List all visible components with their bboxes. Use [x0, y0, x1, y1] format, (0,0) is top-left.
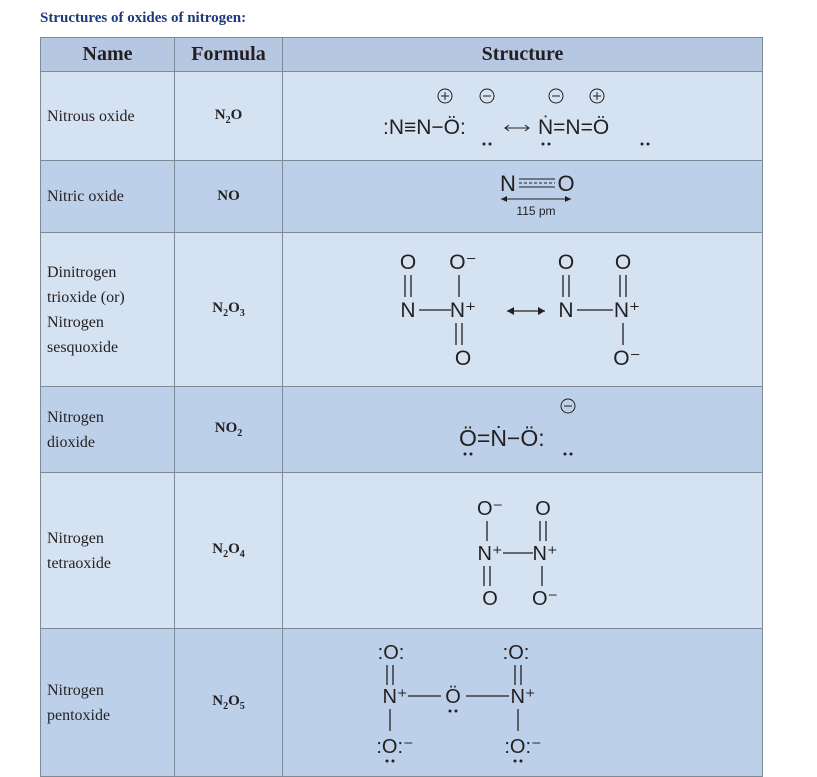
header-structure: Structure	[282, 37, 763, 72]
svg-text:N⁺: N⁺	[450, 299, 476, 322]
oxide-name: Nitrogen pentoxide	[40, 628, 175, 777]
structure-dinitrogen-trioxide: O N O⁻ N⁺ O O N O N⁺ O⁻	[282, 232, 763, 387]
oxides-table: Name Formula Structure Nitrous oxide N2O…	[40, 37, 763, 777]
oxide-formula: N2O5	[174, 628, 283, 777]
svg-text::N≡N−Ö:: :N≡N−Ö:	[383, 116, 466, 139]
svg-text:N⁺: N⁺	[614, 299, 640, 322]
structure-nitrogen-tetraoxide: O⁻ O N⁺ N⁺ O O⁻	[282, 472, 763, 629]
svg-text:N: N	[400, 299, 415, 322]
table-row: Nitrogen pentoxide N2O5 :O: :O: N⁺ Ö N⁺ …	[40, 628, 763, 777]
n2o4-diagram: O⁻ O N⁺ N⁺ O O⁻	[477, 498, 558, 610]
no2-diagram: Ö=Ṅ−Ö:	[459, 398, 576, 456]
table-row: Nitric oxide NO N O 115 pm	[40, 160, 763, 233]
table-row: Dinitrogen trioxide (or) Nitrogen sesquo…	[40, 232, 763, 387]
svg-text:O⁻: O⁻	[477, 498, 503, 520]
oxide-formula: NO2	[174, 386, 283, 473]
header-name: Name	[40, 37, 175, 72]
svg-text:N: N	[558, 299, 573, 322]
structure-nitrogen-dioxide: Ö=Ṅ−Ö:	[282, 386, 763, 473]
structure-nitrous-oxide: :N≡N−Ö: Ṅ=N=Ö	[282, 71, 763, 161]
svg-text:O⁻: O⁻	[532, 588, 558, 610]
n2o-resonance-diagram: :N≡N−Ö: Ṅ=N=Ö	[383, 88, 650, 146]
svg-text::O:: :O:	[378, 642, 405, 664]
table-row: Nitrogen tetraoxide N2O4 O⁻ O N⁺ N⁺ O O⁻	[40, 472, 763, 629]
structure-nitric-oxide: N O 115 pm	[282, 160, 763, 233]
svg-text:Ö=Ṅ−Ö:: Ö=Ṅ−Ö:	[459, 425, 545, 451]
oxide-formula: N2O3	[174, 232, 283, 387]
svg-text:O⁻: O⁻	[449, 251, 476, 274]
svg-text:O: O	[535, 498, 551, 520]
svg-text:O: O	[455, 347, 471, 370]
svg-text::O:: :O:	[503, 642, 530, 664]
n2o5-diagram: :O: :O: N⁺ Ö N⁺ :O:⁻ :O:⁻	[376, 642, 542, 763]
svg-text:Ṅ=N=Ö: Ṅ=N=Ö	[538, 116, 609, 139]
svg-text::O:⁻: :O:⁻	[376, 736, 413, 758]
table-row: Nitrous oxide N2O :N≡N−Ö: Ṅ=N=Ö	[40, 71, 763, 161]
oxide-name: Dinitrogen trioxide (or) Nitrogen sesquo…	[40, 232, 175, 387]
svg-text:Ö: Ö	[445, 686, 461, 708]
page-heading: Structures of oxides of nitrogen:	[40, 10, 247, 26]
svg-text:N: N	[500, 171, 516, 196]
n2o3-resonance-diagram: O N O⁻ N⁺ O O N O N⁺ O⁻	[400, 251, 641, 370]
svg-text:N⁺: N⁺	[383, 686, 408, 708]
table-row: Nitrogen dioxide NO2 Ö=Ṅ−Ö:	[40, 386, 763, 473]
structure-nitrogen-pentoxide: :O: :O: N⁺ Ö N⁺ :O:⁻ :O:⁻	[282, 628, 763, 777]
svg-text:O: O	[558, 251, 574, 274]
svg-text:O: O	[615, 251, 631, 274]
svg-text::O:⁻: :O:⁻	[504, 736, 541, 758]
bond-length-label: 115 pm	[516, 204, 555, 218]
oxide-name: Nitrogen dioxide	[40, 386, 175, 473]
oxide-formula: N2O4	[174, 472, 283, 629]
oxide-formula: NO	[174, 160, 283, 233]
oxide-name: Nitric oxide	[40, 160, 175, 233]
svg-text:O⁻: O⁻	[613, 347, 640, 370]
header-formula: Formula	[174, 37, 283, 72]
svg-text:O: O	[400, 251, 416, 274]
oxide-formula: N2O	[174, 71, 283, 161]
no-bond-diagram: N O 115 pm	[500, 171, 575, 218]
svg-text:N⁺: N⁺	[478, 543, 503, 565]
svg-text:O: O	[557, 171, 574, 196]
oxide-name: Nitrogen tetraoxide	[40, 472, 175, 629]
svg-text:N⁺: N⁺	[511, 686, 536, 708]
svg-text:O: O	[482, 588, 498, 610]
svg-text:N⁺: N⁺	[533, 543, 558, 565]
oxide-name: Nitrous oxide	[40, 71, 175, 161]
